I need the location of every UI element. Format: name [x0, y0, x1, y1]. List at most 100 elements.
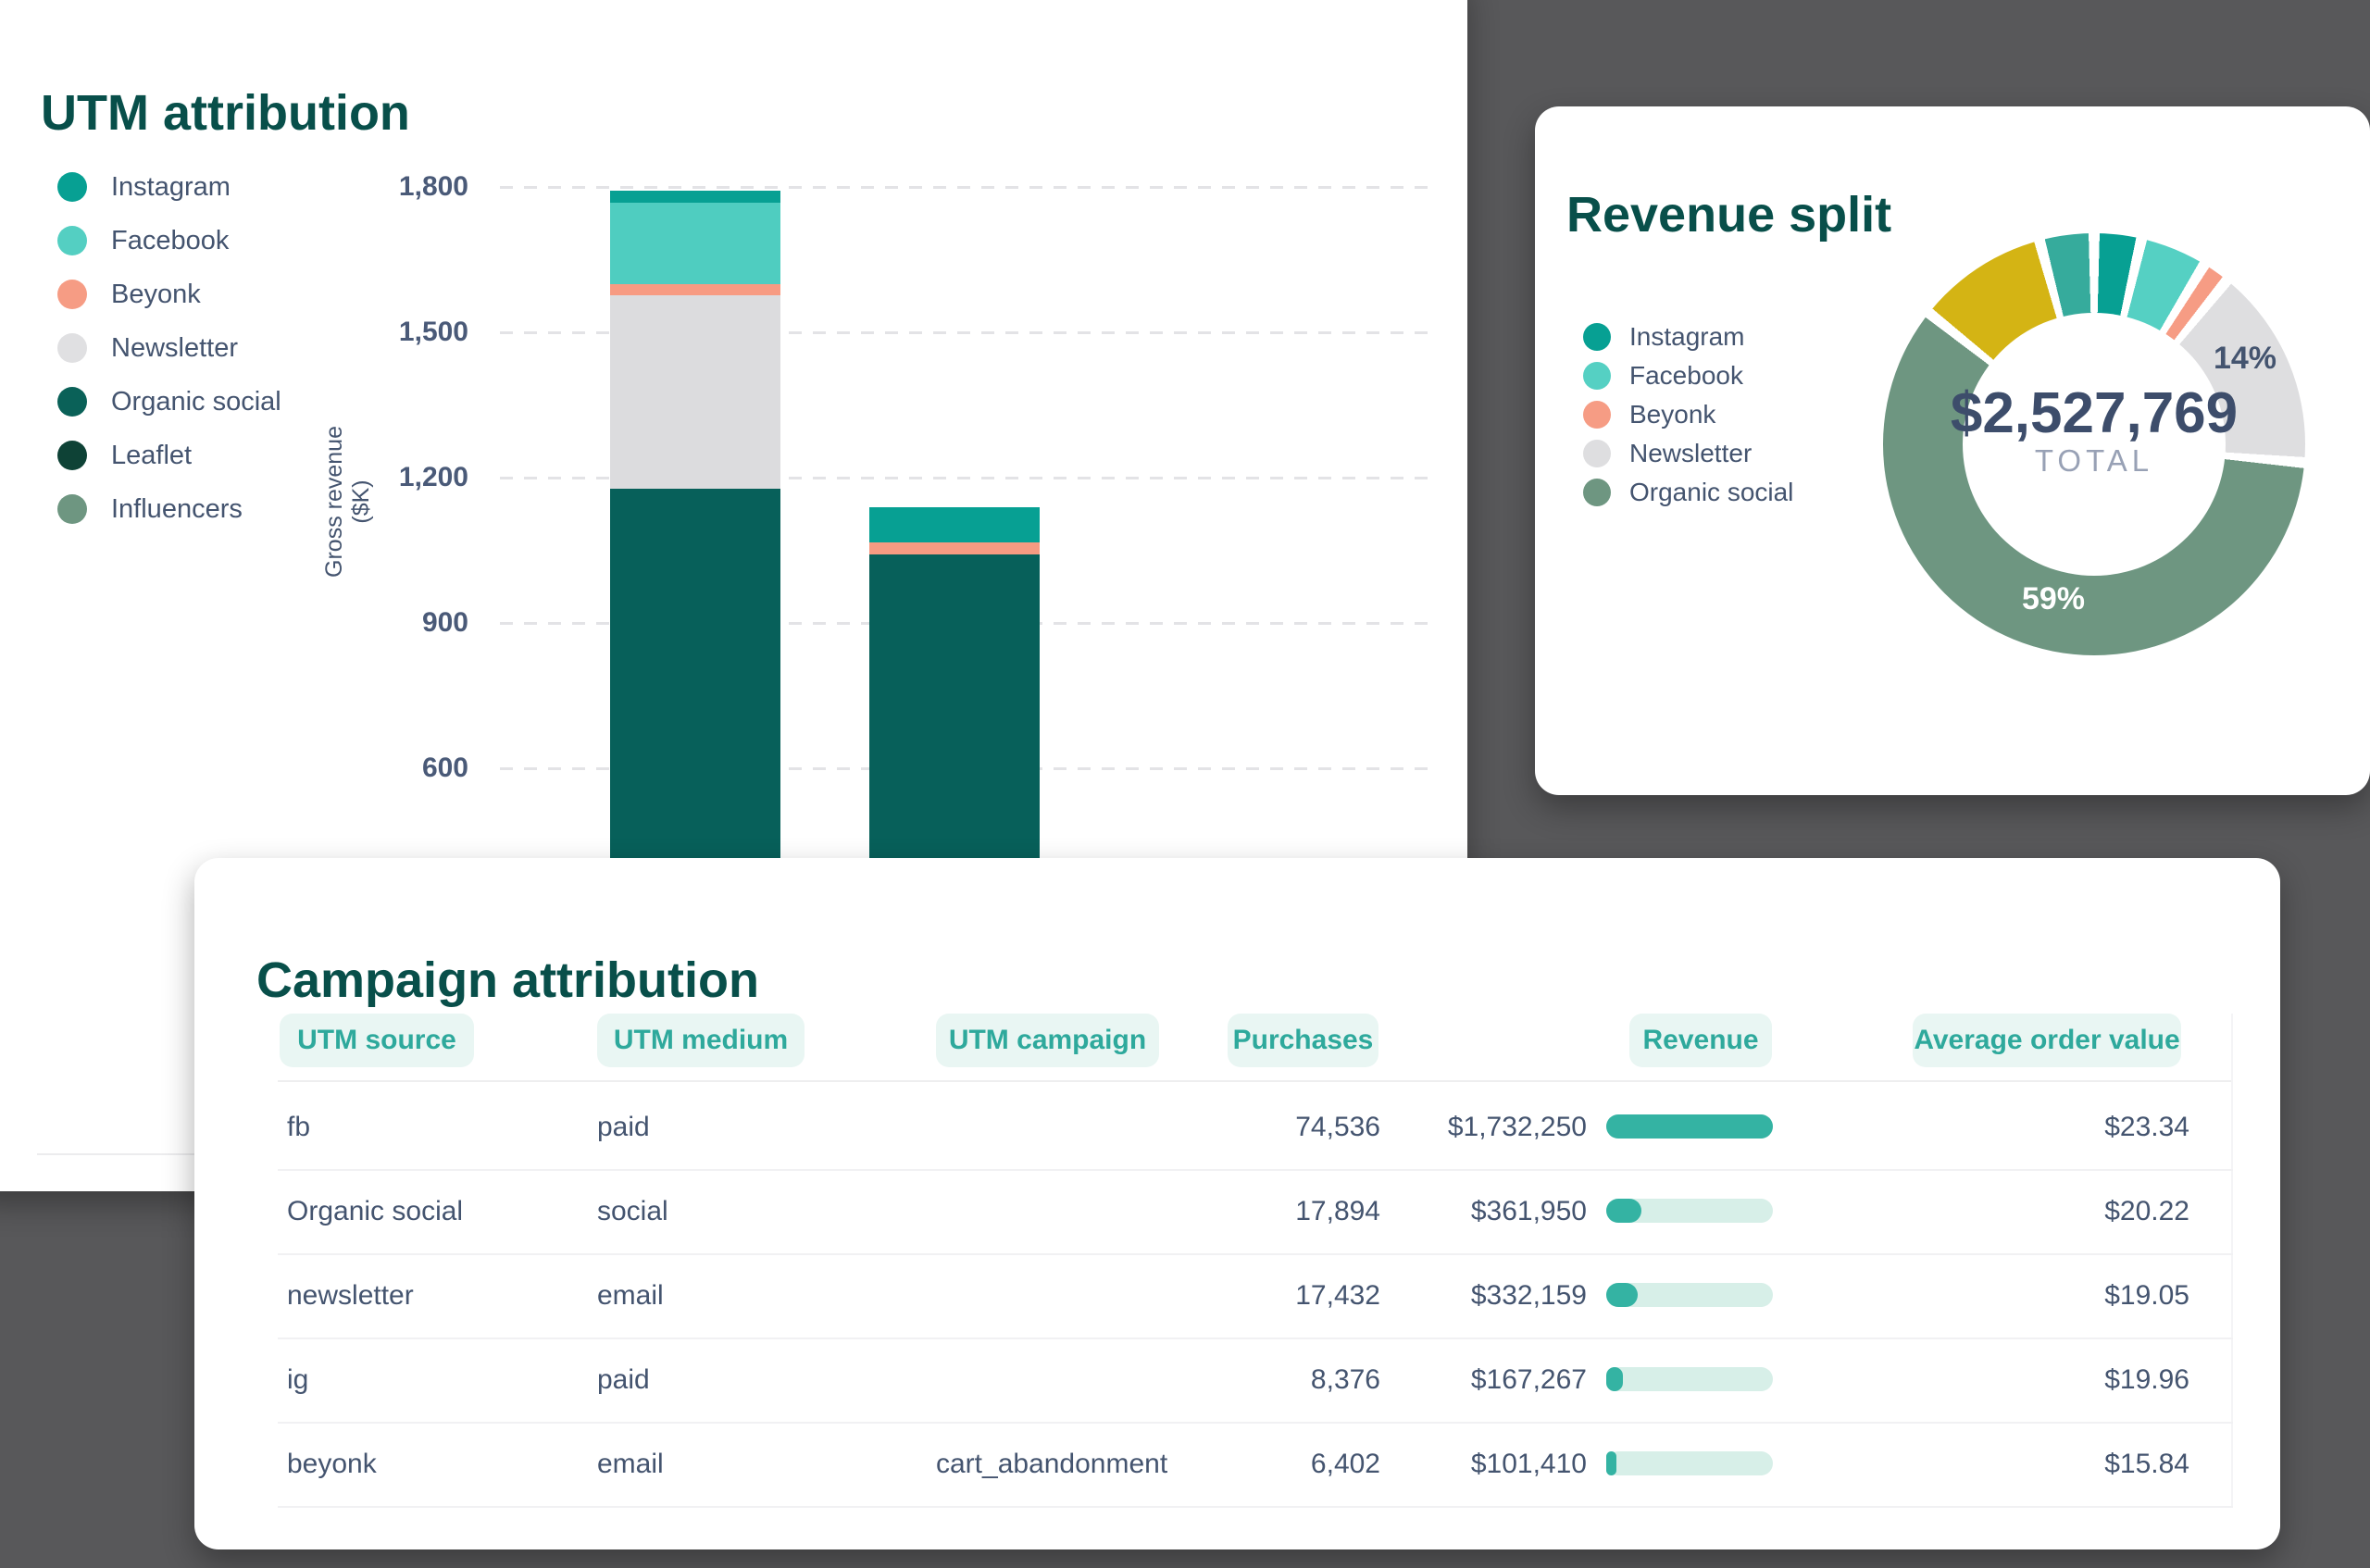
cell-utm-medium: email — [597, 1280, 664, 1311]
bar-segment-facebook[interactable] — [610, 203, 780, 284]
legend-item-facebook[interactable]: Facebook — [57, 214, 281, 268]
legend-label: Beyonk — [1629, 400, 1716, 429]
cell-average-order-value: $19.05 — [2104, 1280, 2189, 1311]
revenue-progress-fill — [1606, 1199, 1641, 1223]
revenue-progress-bar — [1606, 1199, 1773, 1223]
y-tick-1800: 1,800 — [398, 171, 468, 202]
y-axis-title: Gross revenue ($K) — [321, 426, 374, 578]
legend-label: Instagram — [1629, 322, 1745, 351]
organic-social-dot-icon — [1583, 479, 1611, 506]
cell-utm-medium: paid — [597, 1364, 650, 1395]
cell-purchases: 17,432 — [1295, 1280, 1380, 1311]
cell-utm-source: beyonk — [287, 1449, 377, 1479]
legend-label: Facebook — [1629, 361, 1743, 390]
legend-label: Organic social — [1629, 478, 1794, 506]
utm-card-title: UTM attribution — [41, 84, 410, 141]
legend-label: Organic social — [111, 386, 281, 417]
bar-segment-beyonk[interactable] — [869, 542, 1040, 555]
bar-segment-instagram[interactable] — [869, 507, 1040, 543]
legend-label: Facebook — [111, 225, 230, 255]
cell-utm-source: newsletter — [287, 1280, 414, 1311]
legend-item-influencers[interactable]: Influencers — [57, 482, 281, 536]
legend-item-beyonk[interactable]: Beyonk — [57, 268, 281, 321]
cell-utm-source: Organic social — [287, 1196, 464, 1226]
cell-purchases: 8,376 — [1310, 1364, 1380, 1395]
revenue-card-title: Revenue split — [1566, 186, 1892, 243]
column-header-average-order-value[interactable]: Average order value — [1913, 1014, 2181, 1067]
legend-item-organic-social[interactable]: Organic social — [57, 375, 281, 429]
revenue-progress-bar — [1606, 1283, 1773, 1307]
table-row[interactable]: beyonk email cart_abandonment 6,402 $101… — [278, 1422, 2233, 1508]
gridline-1200 — [500, 477, 1435, 479]
y-tick-1200: 1,200 — [398, 462, 468, 492]
column-header-utm-campaign[interactable]: UTM campaign — [936, 1014, 1159, 1067]
revenue-progress-bar — [1606, 1114, 1773, 1139]
legend-label: Instagram — [111, 171, 231, 202]
cell-utm-medium: email — [597, 1449, 664, 1479]
bar-segment-beyonk[interactable] — [610, 283, 780, 296]
legend-item-facebook[interactable]: Facebook — [1583, 356, 1793, 395]
donut-label-newsletter: 14% — [2213, 341, 2277, 376]
donut-total-label: TOTAL — [2034, 443, 2154, 478]
revenue-progress-fill — [1606, 1283, 1639, 1307]
donut-total-value: $2,527,769 — [1950, 381, 2239, 445]
revenue-progress-fill — [1606, 1451, 1616, 1475]
table-row[interactable]: fb paid 74,536 $1,732,250 $23.34 — [278, 1085, 2233, 1171]
legend-label: Newsletter — [111, 332, 238, 363]
revenue-progress-bar — [1606, 1451, 1773, 1475]
legend-label: Leaflet — [111, 440, 193, 470]
legend-label: Newsletter — [1629, 439, 1753, 467]
donut-hole — [1963, 313, 2226, 576]
header-divider — [278, 1080, 2233, 1082]
cell-utm-source: ig — [287, 1364, 309, 1395]
revenue-progress-fill — [1606, 1367, 1623, 1391]
revenue-legend: Instagram Facebook Beyonk Newsletter Org… — [1583, 317, 1793, 512]
cell-revenue: $332,159 — [1470, 1280, 1587, 1311]
cell-utm-campaign: cart_abandonment — [936, 1449, 1168, 1479]
legend-item-newsletter[interactable]: Newsletter — [57, 321, 281, 375]
leaflet-dot-icon — [57, 441, 87, 470]
cell-utm-source: fb — [287, 1112, 311, 1142]
cell-revenue: $1,732,250 — [1447, 1112, 1587, 1142]
legend-item-beyonk[interactable]: Beyonk — [1583, 395, 1793, 434]
bar-segment-instagram[interactable] — [610, 191, 780, 204]
utm-legend: Instagram Facebook Beyonk Newsletter Org… — [57, 160, 281, 536]
table-row[interactable]: ig paid 8,376 $167,267 $19.96 — [278, 1338, 2233, 1424]
table-edge-line — [2231, 1014, 2233, 1506]
beyonk-dot-icon — [1583, 401, 1611, 429]
cell-purchases: 74,536 — [1295, 1112, 1380, 1142]
column-header-utm-source[interactable]: UTM source — [280, 1014, 474, 1067]
cell-revenue: $167,267 — [1470, 1364, 1587, 1395]
table-row[interactable]: Organic social social 17,894 $361,950 $2… — [278, 1169, 2233, 1255]
facebook-dot-icon — [57, 226, 87, 255]
influencers-dot-icon — [57, 494, 87, 524]
cell-purchases: 17,894 — [1295, 1196, 1380, 1226]
cell-average-order-value: $23.34 — [2104, 1112, 2189, 1142]
instagram-dot-icon — [1583, 323, 1611, 351]
column-header-revenue[interactable]: Revenue — [1629, 1014, 1772, 1067]
bar-segment-newsletter[interactable] — [610, 295, 780, 490]
newsletter-dot-icon — [57, 333, 87, 363]
legend-item-instagram[interactable]: Instagram — [1583, 317, 1793, 356]
cell-revenue: $361,950 — [1470, 1196, 1587, 1226]
campaign-card-title: Campaign attribution — [256, 952, 759, 1008]
legend-item-instagram[interactable]: Instagram — [57, 160, 281, 214]
y-tick-900: 900 — [421, 607, 468, 638]
cell-average-order-value: $20.22 — [2104, 1196, 2189, 1226]
cell-utm-medium: social — [597, 1196, 668, 1226]
y-tick-1500: 1,500 — [398, 317, 468, 347]
cell-average-order-value: $15.84 — [2104, 1449, 2189, 1479]
revenue-progress-bar — [1606, 1367, 1773, 1391]
legend-item-leaflet[interactable]: Leaflet — [57, 429, 281, 482]
gridline-1500 — [500, 331, 1435, 334]
legend-label: Beyonk — [111, 279, 201, 309]
legend-item-organic-social[interactable]: Organic social — [1583, 473, 1793, 512]
column-header-purchases[interactable]: Purchases — [1228, 1014, 1378, 1067]
donut-label-organic: 59% — [2021, 581, 2086, 616]
legend-label: Influencers — [111, 493, 243, 524]
beyonk-dot-icon — [57, 280, 87, 309]
legend-item-newsletter[interactable]: Newsletter — [1583, 434, 1793, 473]
column-header-utm-medium[interactable]: UTM medium — [597, 1014, 805, 1067]
table-row[interactable]: newsletter email 17,432 $332,159 $19.05 — [278, 1253, 2233, 1339]
